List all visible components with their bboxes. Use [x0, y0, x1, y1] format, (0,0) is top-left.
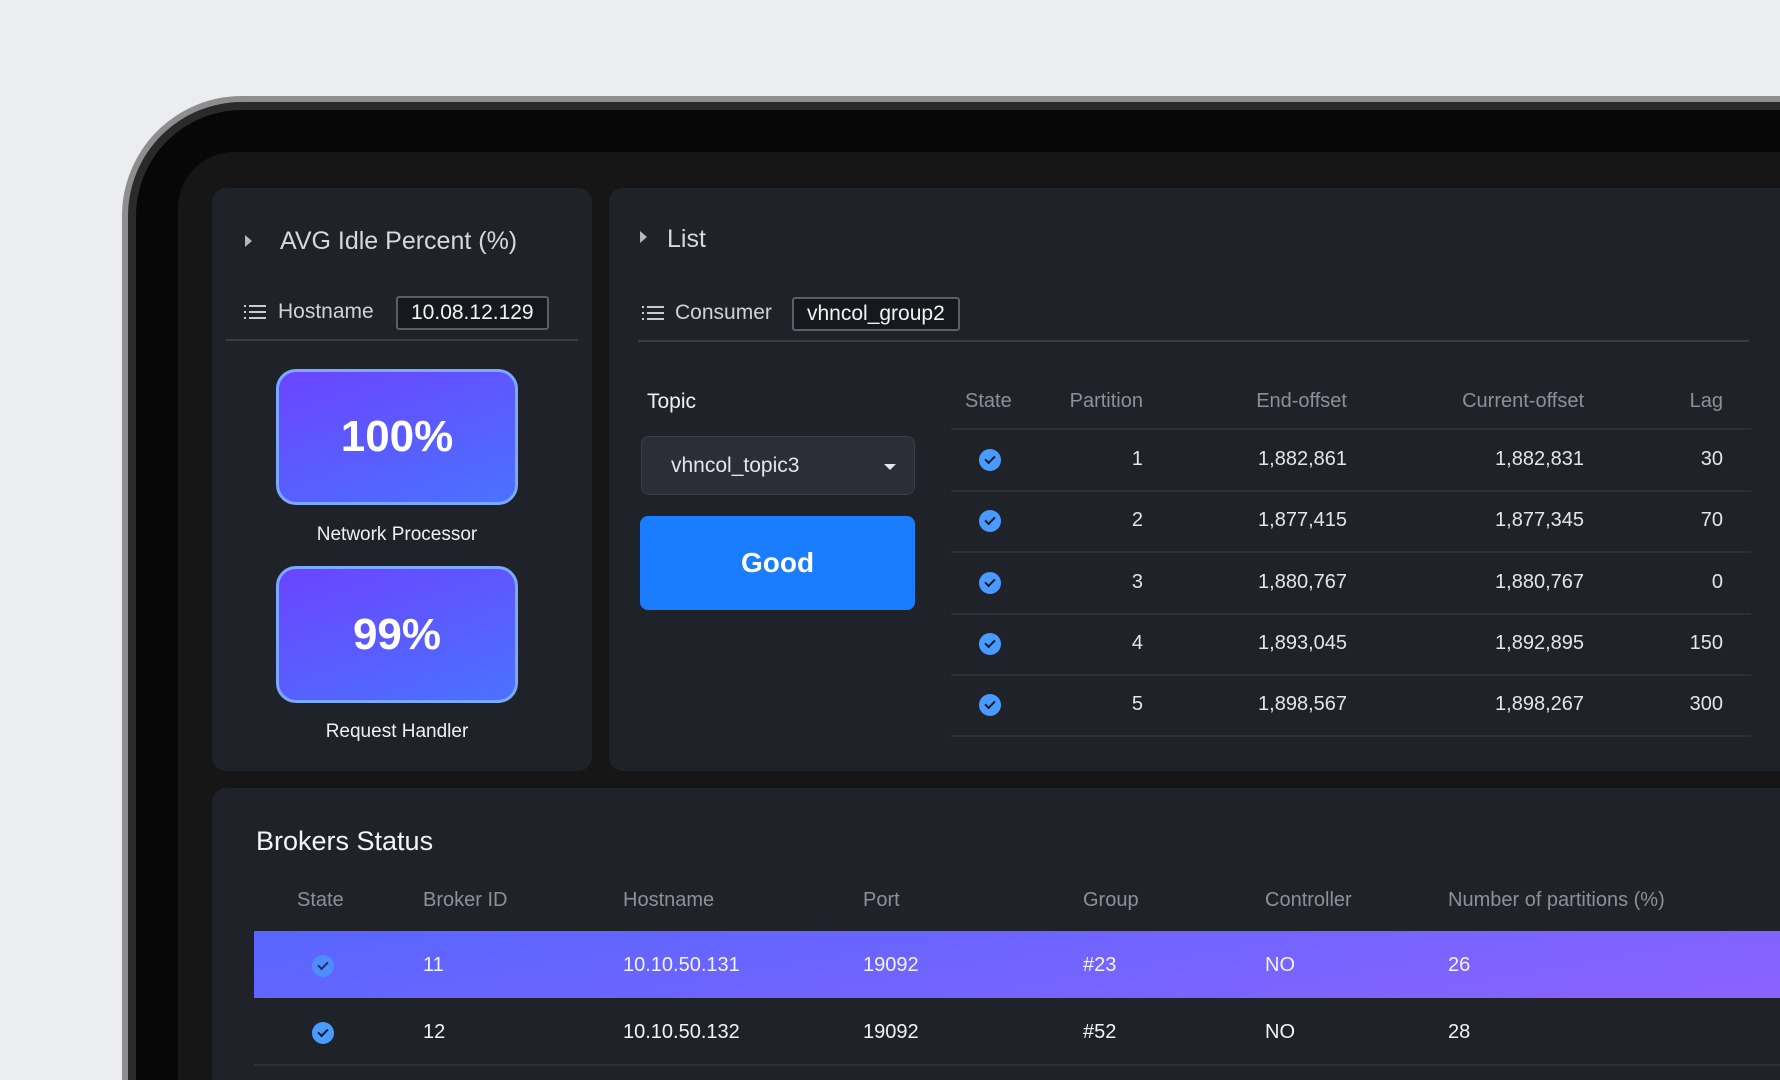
check-icon	[979, 510, 1001, 533]
col-state: State	[965, 390, 1012, 412]
broker-id-cell: 12	[423, 1021, 446, 1043]
lag-cell: 0	[1711, 570, 1723, 593]
topic-label: Topic	[647, 390, 697, 413]
current-offset-cell: 1,877,345	[1495, 509, 1584, 532]
consumer-field[interactable]: vhncol_group2	[792, 297, 960, 331]
hostname-field[interactable]: 10.08.12.129	[396, 296, 549, 330]
broker-host-cell: 10.10.50.131	[623, 954, 740, 976]
request-handler-label: Request Handler	[325, 721, 469, 742]
idle-panel-title: AVG Idle Percent (%)	[280, 227, 518, 255]
col-state: State	[297, 889, 344, 911]
col-partition: Partition	[1069, 390, 1143, 412]
end-offset-cell: 1,877,415	[1258, 509, 1347, 532]
network-processor-value: 100%	[276, 369, 518, 505]
status-good-button[interactable]: Good	[640, 516, 915, 610]
chevron-down-icon	[884, 464, 896, 470]
col-lag: Lag	[1689, 390, 1723, 412]
lag-cell: 70	[1700, 509, 1723, 532]
check-icon	[312, 1022, 334, 1044]
broker-port-cell: 19092	[863, 954, 919, 976]
current-offset-cell: 1,898,267	[1495, 693, 1584, 716]
request-handler-value: 99%	[276, 566, 518, 703]
check-icon	[312, 955, 334, 977]
divider	[638, 340, 1749, 342]
partition-cell: 5	[1131, 693, 1143, 716]
end-offset-cell: 1,880,767	[1258, 570, 1347, 593]
partition-cell: 3	[1131, 570, 1143, 593]
divider	[226, 339, 578, 341]
collapse-icon[interactable]	[245, 235, 252, 247]
broker-host-cell: 10.10.50.132	[623, 1021, 740, 1043]
end-offset-cell: 1,898,567	[1258, 693, 1347, 716]
check-icon	[979, 694, 1001, 717]
topic-select[interactable]: vhncol_topic3	[641, 436, 915, 495]
broker-group-cell: #52	[1083, 1021, 1117, 1043]
col-end-offset: End-offset	[1256, 390, 1347, 412]
current-offset-cell: 1,882,831	[1495, 448, 1584, 470]
col-group: Group	[1083, 889, 1139, 911]
broker-group-cell: #23	[1083, 954, 1117, 976]
end-offset-cell: 1,882,861	[1258, 448, 1347, 470]
col-hostname: Hostname	[623, 889, 715, 911]
col-current-offset: Current-offset	[1462, 390, 1584, 412]
lag-cell: 150	[1689, 631, 1723, 654]
list-panel-title: List	[667, 225, 706, 253]
col-partitions: Number of partitions (%)	[1448, 889, 1665, 911]
list-icon	[642, 306, 664, 320]
broker-controller-cell: NO	[1265, 954, 1295, 976]
broker-partitions-cell: 26	[1448, 954, 1471, 976]
network-processor-label: Network Processor	[316, 524, 478, 545]
lag-cell: 30	[1700, 448, 1723, 470]
partition-cell: 2	[1131, 509, 1143, 532]
hostname-label: Hostname	[278, 300, 374, 323]
broker-controller-cell: NO	[1265, 1021, 1295, 1043]
topic-select-value: vhncol_topic3	[671, 454, 800, 477]
col-port: Port	[863, 889, 900, 911]
check-icon	[979, 632, 1001, 655]
lag-cell: 300	[1689, 693, 1723, 716]
end-offset-cell: 1,893,045	[1258, 631, 1347, 654]
list-icon	[244, 305, 266, 319]
consumer-label: Consumer	[675, 301, 772, 324]
col-broker-id: Broker ID	[423, 889, 508, 911]
col-controller: Controller	[1265, 889, 1352, 911]
broker-port-cell: 19092	[863, 1021, 919, 1043]
selected-row-highlight	[254, 931, 1780, 998]
broker-id-cell: 11	[423, 954, 444, 976]
current-offset-cell: 1,892,895	[1495, 631, 1584, 654]
partition-cell: 1	[1131, 448, 1143, 470]
current-offset-cell: 1,880,767	[1495, 570, 1584, 593]
check-icon	[979, 571, 1001, 594]
status-good-label: Good	[740, 547, 815, 578]
broker-partitions-cell: 28	[1448, 1021, 1471, 1043]
partition-cell: 4	[1131, 631, 1143, 654]
check-icon	[979, 449, 1001, 471]
brokers-title: Brokers Status	[256, 826, 434, 856]
collapse-icon[interactable]	[640, 231, 647, 243]
